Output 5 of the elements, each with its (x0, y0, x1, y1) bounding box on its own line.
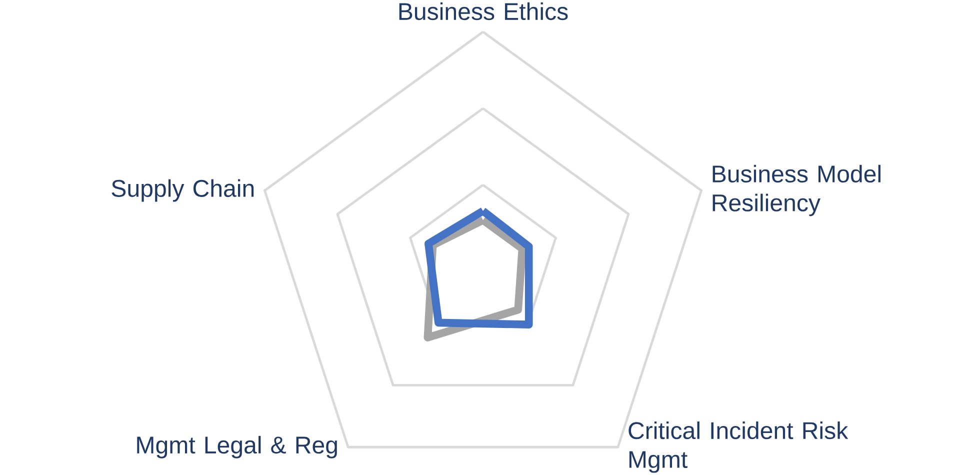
spoke-label: Supply Chain (112, 179, 254, 202)
spoke-label: Business Model Resiliency (712, 164, 880, 216)
spoke-label: Mgmt Legal & Reg (137, 436, 337, 458)
spoke-label: Critical Incident Risk Mgmt (628, 421, 848, 473)
spoke-label: Business Ethics (399, 2, 568, 20)
